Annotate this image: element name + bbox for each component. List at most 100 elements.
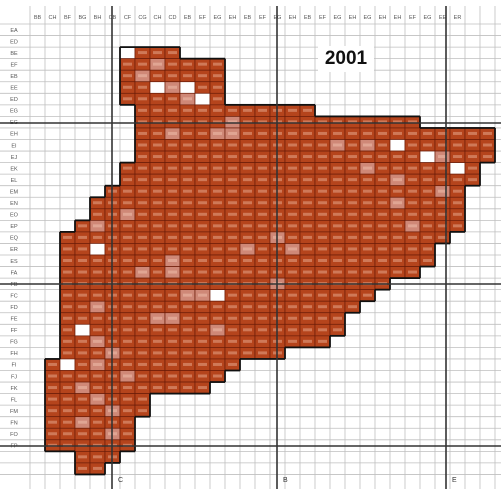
cell-code-mark <box>198 109 207 112</box>
row-code-label: EK <box>10 166 18 172</box>
cell-code-mark <box>123 432 132 435</box>
cell-code-mark <box>483 132 492 135</box>
cell-code-mark <box>93 375 102 378</box>
column-code-label: EB <box>184 15 192 21</box>
cell-code-mark <box>168 351 177 354</box>
cell-code-mark <box>138 375 147 378</box>
cell-code-mark <box>348 155 357 158</box>
cell-code-mark <box>123 317 132 320</box>
cell-code-mark <box>138 363 147 366</box>
cell-code-mark <box>153 294 162 297</box>
cell-code-mark <box>363 201 372 204</box>
cell-code-mark <box>348 271 357 274</box>
cell-code-mark <box>483 155 492 158</box>
cell-code-mark <box>93 455 102 458</box>
cell-code-mark <box>123 328 132 331</box>
cell-code-mark <box>363 213 372 216</box>
cell-code-mark <box>138 167 147 170</box>
cell-code-mark <box>303 190 312 193</box>
cell-code-mark <box>78 375 87 378</box>
cell-code-mark <box>423 236 432 239</box>
cell-code-mark <box>198 236 207 239</box>
cell-code-mark <box>228 201 237 204</box>
cell-code-mark <box>123 386 132 389</box>
cell-code-mark <box>63 317 72 320</box>
column-code-label: EH <box>379 15 387 21</box>
cell-code-mark <box>138 155 147 158</box>
column-code-label: ER <box>454 15 462 21</box>
column-code-label: CG <box>138 15 146 21</box>
cell-code-mark <box>378 213 387 216</box>
cell-code-mark <box>78 340 87 343</box>
column-code-label: EH <box>289 15 297 21</box>
cell-code-mark <box>183 351 192 354</box>
cell-code-mark <box>363 247 372 250</box>
cell-code-mark <box>138 236 147 239</box>
cell-code-mark <box>243 201 252 204</box>
cell-code-mark <box>153 259 162 262</box>
cell-code-mark <box>333 328 342 331</box>
cell-code-mark <box>423 132 432 135</box>
cell-code-mark <box>153 224 162 227</box>
cell-code-mark <box>318 190 327 193</box>
cell-code-mark <box>138 74 147 77</box>
cell-code-mark <box>243 167 252 170</box>
cell-code-mark <box>363 190 372 193</box>
cell-code-mark <box>213 178 222 181</box>
cell-code-mark <box>153 340 162 343</box>
cell-code-mark <box>168 247 177 250</box>
cell-code-mark <box>258 294 267 297</box>
cell-code-mark <box>78 224 87 227</box>
cell-code-mark <box>138 86 147 89</box>
cell-code-mark <box>468 144 477 147</box>
cell-code-mark <box>123 305 132 308</box>
cell-code-mark <box>243 213 252 216</box>
cell-code-mark <box>138 224 147 227</box>
cell-code-mark <box>393 271 402 274</box>
cell-code-mark <box>303 132 312 135</box>
occupied-cell <box>75 324 90 336</box>
row-code-label: ES <box>10 259 18 265</box>
cell-code-mark <box>183 132 192 135</box>
cell-code-mark <box>363 294 372 297</box>
cell-code-mark <box>213 363 222 366</box>
cell-code-mark <box>168 155 177 158</box>
cell-code-mark <box>303 224 312 227</box>
cell-code-mark <box>63 375 72 378</box>
cell-code-mark <box>213 328 222 331</box>
cell-code-mark <box>198 178 207 181</box>
cell-code-mark <box>333 190 342 193</box>
cell-code-mark <box>483 144 492 147</box>
cell-code-mark <box>318 294 327 297</box>
cell-code-mark <box>303 155 312 158</box>
cell-code-mark <box>153 236 162 239</box>
cell-code-mark <box>78 467 87 470</box>
cell-code-mark <box>423 167 432 170</box>
cell-code-mark <box>303 317 312 320</box>
cell-code-mark <box>228 178 237 181</box>
cell-code-mark <box>228 363 237 366</box>
column-code-label: BF <box>64 15 72 21</box>
cell-code-mark <box>258 178 267 181</box>
cell-code-mark <box>138 351 147 354</box>
row-code-label: ER <box>10 247 18 253</box>
cell-code-mark <box>348 201 357 204</box>
cell-code-mark <box>243 132 252 135</box>
cell-code-mark <box>408 178 417 181</box>
cell-code-mark <box>258 305 267 308</box>
cell-code-mark <box>228 351 237 354</box>
cell-code-mark <box>228 259 237 262</box>
cell-code-mark <box>318 236 327 239</box>
cell-code-mark <box>123 224 132 227</box>
cell-code-mark <box>213 190 222 193</box>
cell-code-mark <box>138 51 147 54</box>
cell-code-mark <box>243 305 252 308</box>
cell-code-mark <box>303 305 312 308</box>
cell-code-mark <box>123 63 132 66</box>
cell-code-mark <box>288 328 297 331</box>
cell-code-mark <box>153 109 162 112</box>
cell-code-mark <box>138 109 147 112</box>
cell-code-mark <box>288 109 297 112</box>
cell-code-mark <box>168 375 177 378</box>
cell-code-mark <box>303 213 312 216</box>
